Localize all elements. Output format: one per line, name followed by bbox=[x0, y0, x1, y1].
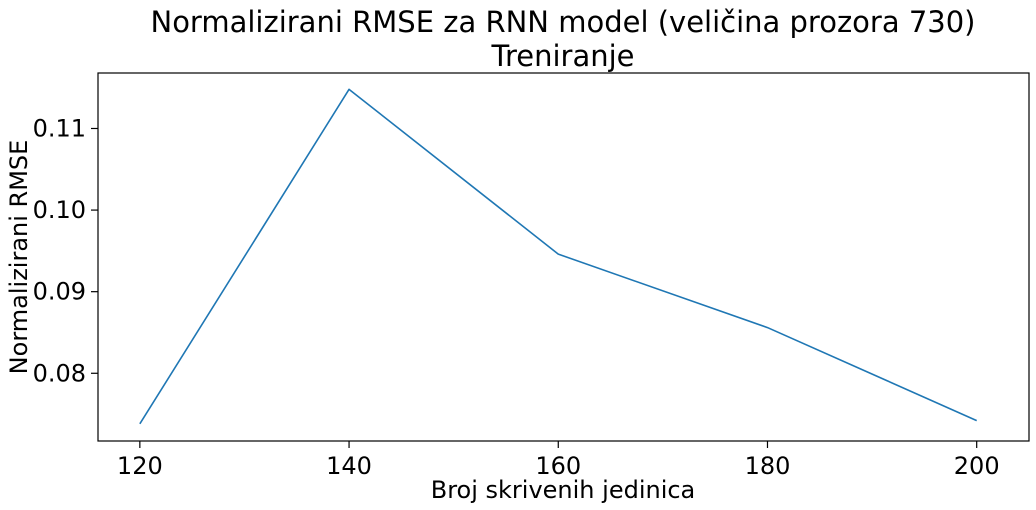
y-tick-label: 0.11 bbox=[33, 114, 86, 142]
x-tick-label: 160 bbox=[535, 452, 581, 480]
plot-frame bbox=[97, 72, 1030, 442]
y-tick-label: 0.10 bbox=[33, 196, 86, 224]
x-axis: 120 140 160 180 200 bbox=[117, 441, 1000, 480]
x-tick-label: 140 bbox=[326, 452, 372, 480]
y-tick-label: 0.09 bbox=[33, 278, 86, 306]
x-axis-label: Broj skrivenih jedinica bbox=[431, 476, 696, 504]
x-tick-label: 180 bbox=[745, 452, 791, 480]
chart-subtitle: Treniranje bbox=[491, 39, 635, 73]
x-tick-label: 120 bbox=[117, 452, 163, 480]
series-line bbox=[139, 88, 978, 425]
x-tick-label: 200 bbox=[954, 452, 1000, 480]
series-layer bbox=[139, 88, 978, 425]
y-axis-label: Normalizirani RMSE bbox=[5, 140, 33, 375]
y-tick-label: 0.08 bbox=[33, 359, 86, 387]
y-axis: 0.08 0.09 0.10 0.11 bbox=[33, 114, 98, 387]
chart-title: Normalizirani RMSE za RNN model (veličin… bbox=[151, 5, 976, 39]
